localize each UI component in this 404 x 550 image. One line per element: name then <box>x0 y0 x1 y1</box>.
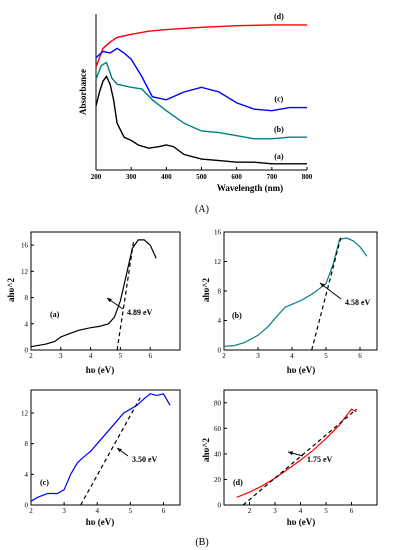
panel-tauc-c-y-tick-label: 0 <box>25 502 29 510</box>
panel-tauc-b-y-tick-label: 12 <box>214 258 222 266</box>
panel-a-series-label: (b) <box>274 125 284 134</box>
panel-tauc-b-frame <box>223 231 378 351</box>
panel-tauc-b-bandgap-annotation: 4.58 eV <box>345 298 371 307</box>
panel-tauc-a-tangent-line <box>116 239 135 351</box>
panel-tauc-c: hυ (eV) 2 3 4 5 6 0 4 8 12 3.50 eV (c) <box>21 389 181 527</box>
panel-tauc-a-y-axis-label: ahυ^2 <box>6 278 16 302</box>
panel-a-series-a <box>95 75 307 165</box>
panel-tauc-b-y-tick-label: 16 <box>214 229 222 237</box>
panel-tauc-c-x-tick-label: 4 <box>95 507 99 515</box>
panel-tauc-d-bandgap-annotation: 1.75 eV <box>307 455 333 464</box>
panel-tauc-d-y-tick-label: 80 <box>214 399 222 407</box>
panel-tauc-c-x-tick-label: 6 <box>162 507 166 515</box>
panel-tauc-b-y-tick-label: 4 <box>218 317 222 325</box>
panel-a-series-d <box>95 24 307 68</box>
panel-tauc-a-arrowhead <box>107 298 112 303</box>
panel-tauc-a-x-tick-label: 2 <box>29 352 33 360</box>
panel-tauc-d-y-tick-label: 40 <box>214 450 222 458</box>
panel-tauc-a-y-tick-label: 16 <box>21 242 29 250</box>
panel-a-series-label: (d) <box>274 12 284 21</box>
panel-a-series-label: (a) <box>274 152 284 161</box>
panel-tauc-c-tangent-line <box>80 397 141 506</box>
panel-tauc-b-x-tick-label: 6 <box>358 352 362 360</box>
panel-tauc-c-x-tick-label: 2 <box>29 507 33 515</box>
panel-a-x-tick-label: 600 <box>231 173 242 181</box>
panel-tauc-b-x-tick-label: 5 <box>324 352 328 360</box>
panel-tauc-b-y-tick-label: 8 <box>218 288 222 296</box>
panel-tauc-c-x-tick-label: 3 <box>62 507 66 515</box>
panel-tauc-d-panel-label: (d) <box>233 478 243 487</box>
panel-tauc-b-y-tick-label: 0 <box>218 347 222 355</box>
panel-a-series-c <box>95 47 307 112</box>
panel-tauc-c-y-tick-label: 8 <box>25 440 29 448</box>
panel-a-absorbance: Absorbance Wavelength (nm) 200 300 400 500 6… <box>78 12 313 193</box>
panel-tauc-d-y-tick-label: 60 <box>214 425 222 433</box>
panel-tauc-a-x-tick-label: 4 <box>89 352 93 360</box>
panel-a-x-tick-label: 200 <box>91 173 102 181</box>
panel-tauc-c-panel-label: (c) <box>40 478 49 487</box>
panel-tauc-a-panel-label: (a) <box>50 310 60 319</box>
panel-a-x-axis-label: Wavelength (nm) <box>217 183 283 193</box>
panel-tauc-d-y-tick-label: 20 <box>214 476 222 484</box>
panel-tauc-b-tangent-line <box>311 235 342 351</box>
panel-a-x-tick-label: 500 <box>196 173 207 181</box>
panel-tauc-a-y-tick-label: 12 <box>21 268 29 276</box>
panel-tauc-d-arrowhead <box>288 451 293 456</box>
panel-tauc-d-x-tick-label: 4 <box>299 507 303 515</box>
panel-tauc-a-x-axis-label: hυ (eV) <box>86 365 114 375</box>
panel-tauc-b-arrowhead <box>320 283 325 288</box>
panel-tauc-d-tangent-line <box>242 408 357 506</box>
panel-tauc-a: hυ (eV) ahυ^2 2 3 4 5 6 0 4 8 12 16 4.89 eV (a) <box>6 231 181 375</box>
panel-tauc-a-x-tick-label: 3 <box>59 352 63 360</box>
panel-tauc-d-curve <box>236 408 357 498</box>
panel-tauc-b-x-tick-label: 4 <box>290 352 294 360</box>
panel-a-x-tick-label: 800 <box>302 173 313 181</box>
caption-a: (A) <box>195 204 209 215</box>
panel-tauc-c-x-axis-label: hυ (eV) <box>86 517 114 527</box>
panel-tauc-c-frame <box>30 389 181 506</box>
panel-tauc-a-bandgap-annotation: 4.89 eV <box>127 308 153 317</box>
panel-tauc-c-y-tick-label: 12 <box>21 410 29 418</box>
panel-tauc-c-bandgap-annotation: 3.50 eV <box>132 455 158 464</box>
panel-a-y-axis-label: Absorbance <box>78 69 88 115</box>
panel-tauc-b-x-axis-label: hυ (eV) <box>287 365 315 375</box>
panel-tauc-c-y-tick-label: 4 <box>25 471 29 479</box>
panel-tauc-a-y-tick-label: 0 <box>25 347 29 355</box>
panel-tauc-b-x-tick-label: 2 <box>222 352 226 360</box>
panel-tauc-d-y-axis-label: ahυ^2 <box>201 438 211 462</box>
panel-tauc-b: hυ (eV) ahυ^2 2 3 4 5 6 0 4 8 12 16 4.58 eV (b) <box>201 229 378 375</box>
panel-tauc-a-y-tick-label: 4 <box>25 320 29 328</box>
panel-tauc-a-x-tick-label: 5 <box>119 352 123 360</box>
panel-a-x-tick-label: 300 <box>126 173 137 181</box>
panel-tauc-d-x-tick-label: 3 <box>273 507 277 515</box>
panel-tauc-b-y-axis-label: ahυ^2 <box>201 278 211 302</box>
panel-tauc-c-curve <box>30 393 171 502</box>
panel-a-series-label: (c) <box>274 95 283 104</box>
panel-a-x-tick-label: 400 <box>161 173 172 181</box>
panel-tauc-d-x-tick-label: 6 <box>350 507 354 515</box>
caption-b: (B) <box>195 537 208 548</box>
panel-a-x-tick-label: 700 <box>267 173 278 181</box>
panel-tauc-b-curve <box>223 237 368 347</box>
panel-tauc-d-x-axis-label: hυ (eV) <box>287 517 315 527</box>
panel-tauc-a-curve <box>30 239 157 348</box>
panel-tauc-d-x-tick-label: 2 <box>248 507 252 515</box>
panel-tauc-c-arrowhead <box>117 448 122 453</box>
panel-tauc-d-y-tick-label: 0 <box>218 502 222 510</box>
panel-tauc-b-x-tick-label: 3 <box>256 352 260 360</box>
panel-tauc-d-frame <box>223 389 378 506</box>
panel-tauc-d-x-tick-label: 5 <box>324 507 328 515</box>
panel-tauc-b-panel-label: (b) <box>232 311 242 320</box>
panel-tauc-c-x-tick-label: 5 <box>129 507 133 515</box>
panel-a-series-b <box>95 61 307 140</box>
panel-tauc-a-y-tick-label: 8 <box>25 294 29 302</box>
panel-tauc-a-x-tick-label: 6 <box>148 352 152 360</box>
panel-tauc-a-frame <box>30 231 181 351</box>
